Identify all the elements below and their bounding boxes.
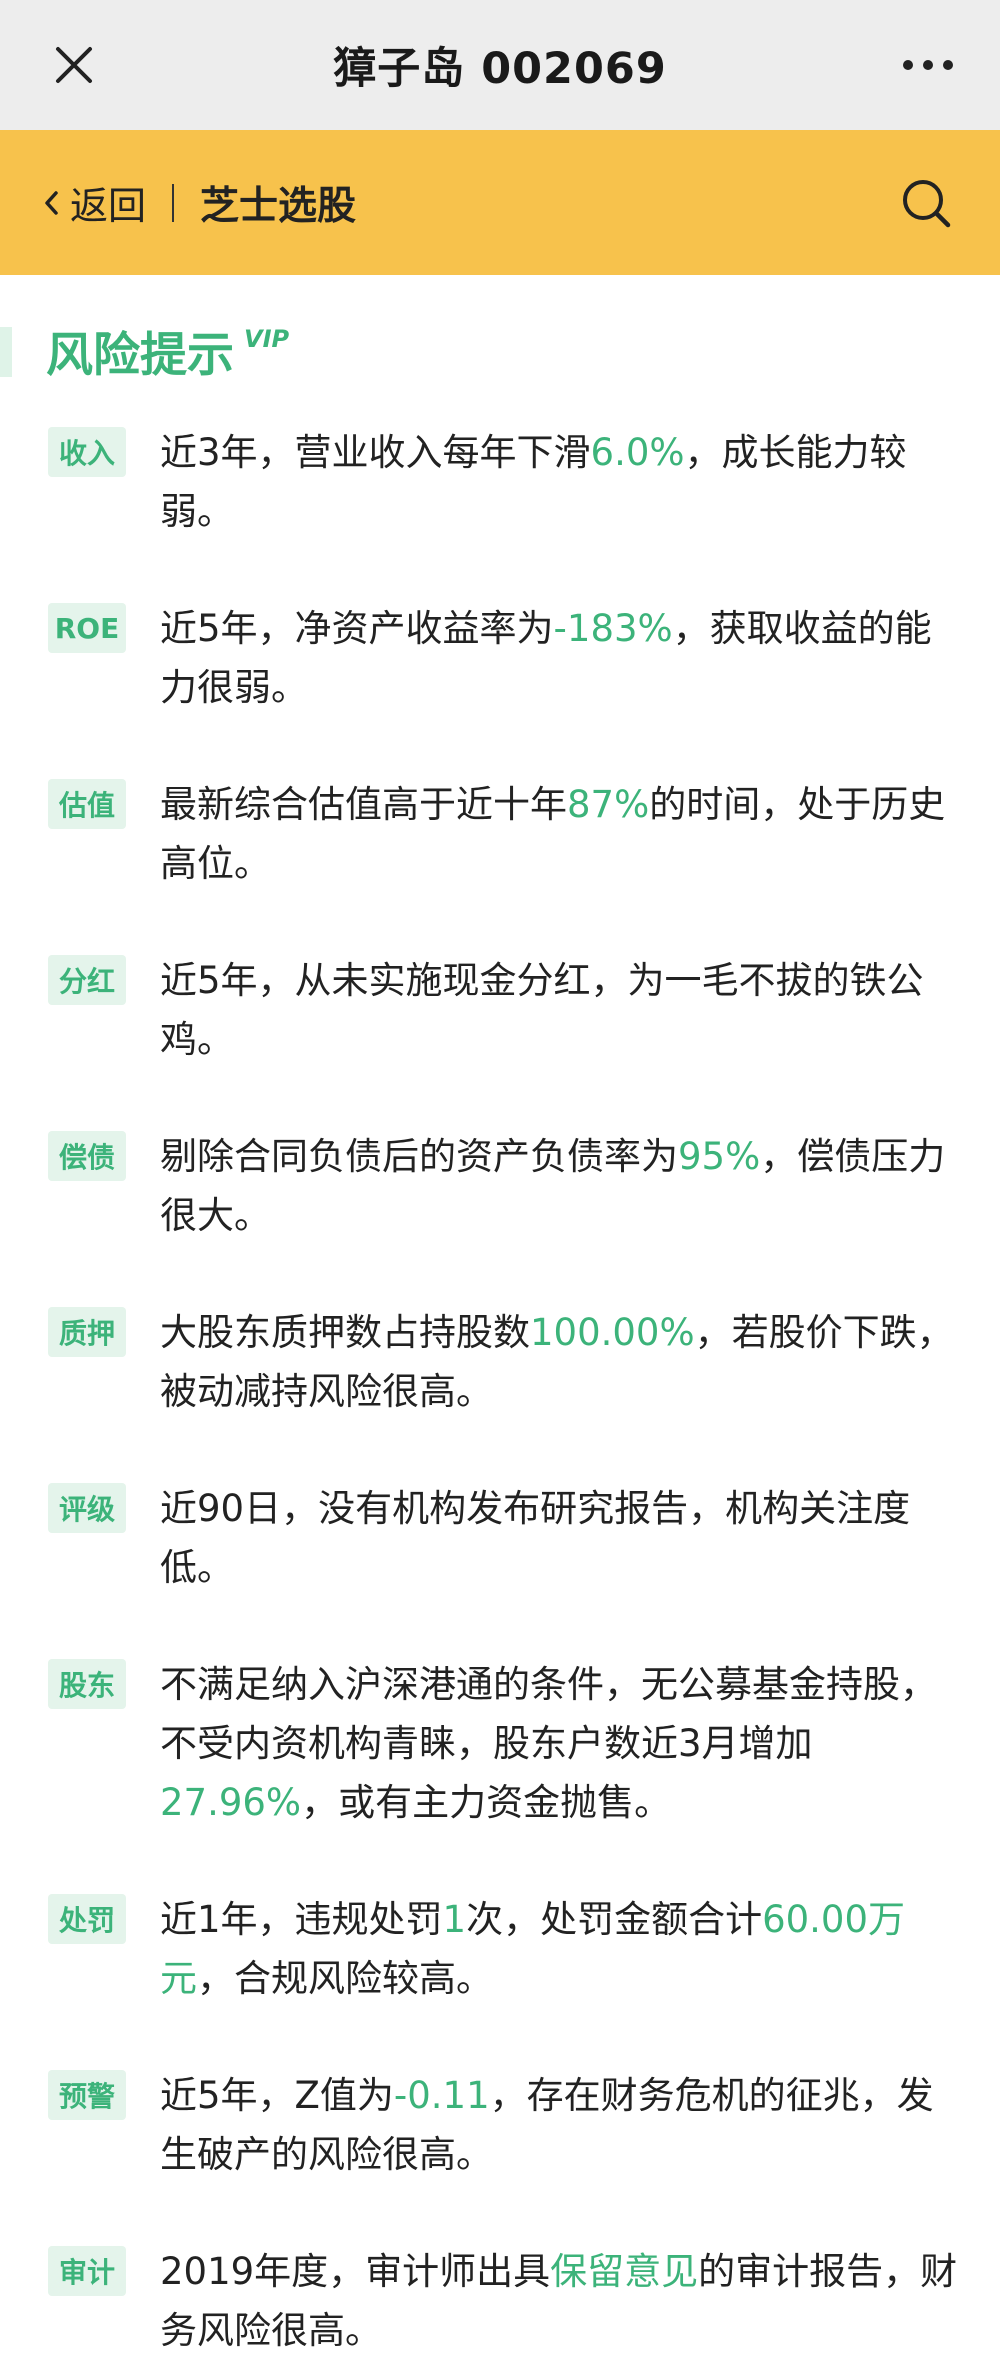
risk-text: 近90日，没有机构发布研究报告，机构关注度低。 xyxy=(160,1479,960,1597)
risk-tag: 股东 xyxy=(48,1659,126,1709)
text-segment: 大股东质押数占持股数 xyxy=(160,1311,530,1354)
text-segment: ，合规风险较高。 xyxy=(197,1957,493,2000)
section-title: 风险提示 xyxy=(46,327,234,383)
risk-text: 2019年度，审计师出具保留意见的审计报告，财务风险很高。 xyxy=(160,2242,960,2360)
highlight-value: 60.00万元 xyxy=(160,1898,906,2000)
text-segment: 近5年，从未实施现金分红，为一毛不拔的铁公鸡。 xyxy=(160,959,924,1061)
risk-tag: ROE xyxy=(48,603,126,653)
highlight-value: -0.11 xyxy=(393,2074,490,2117)
risk-text: 最新综合估值高于近十年87%的时间，处于历史高位。 xyxy=(160,775,960,893)
risk-tag: 质押 xyxy=(48,1307,126,1357)
risk-text: 大股东质押数占持股数100.00%，若股价下跌，被动减持风险很高。 xyxy=(160,1303,960,1421)
close-icon[interactable] xyxy=(50,41,98,89)
risk-tag: 偿债 xyxy=(48,1131,126,1181)
text-segment: 2019年度，审计师出具 xyxy=(160,2250,551,2293)
risk-text: 近5年，从未实施现金分红，为一毛不拔的铁公鸡。 xyxy=(160,951,960,1069)
text-segment: 近90日，没有机构发布研究报告，机构关注度低。 xyxy=(160,1487,911,1589)
text-segment: 近5年，Z值为 xyxy=(160,2074,394,2117)
chevron-left-icon xyxy=(45,190,58,215)
risk-item: 预警 近5年，Z值为-0.11，存在财务危机的征兆，发生破产的风险很高。 xyxy=(0,2066,1000,2184)
risk-tag: 处罚 xyxy=(48,1894,126,1944)
text-segment: ，偿债压力很大。 xyxy=(160,1135,946,1237)
risk-text: 近3年，营业收入每年下滑6.0%，成长能力较弱。 xyxy=(160,423,960,541)
navbar-divider xyxy=(172,183,175,222)
text-segment: 不满足纳入沪深港通的条件，无公募基金持股，不受内资机构青睐，股东户数近3月增加 xyxy=(160,1663,937,1765)
risk-item: 审计 2019年度，审计师出具保留意见的审计报告，财务风险很高。 xyxy=(0,2242,1000,2360)
risk-text: 剔除合同负债后的资产负债率为95%，偿债压力很大。 xyxy=(160,1127,960,1245)
navbar: 返回 芝士选股 xyxy=(0,130,1000,275)
text-segment: 的时间，处于历史高位。 xyxy=(160,783,946,885)
more-icon[interactable] xyxy=(900,55,956,75)
risk-section-header: 风险提示 VIP xyxy=(0,315,1000,385)
highlight-value: -183% xyxy=(553,607,673,650)
risk-item: ROE 近5年，净资产收益率为-183%，获取收益的能力很弱。 xyxy=(0,599,1000,717)
risk-item: 评级 近90日，没有机构发布研究报告，机构关注度低。 xyxy=(0,1479,1000,1597)
risk-item: 分红 近5年，从未实施现金分红，为一毛不拔的铁公鸡。 xyxy=(0,951,1000,1069)
text-segment: 近1年，违规处罚 xyxy=(160,1898,443,1941)
text-segment: 最新综合估值高于近十年 xyxy=(160,783,567,826)
text-segment: 次，处罚金额合计 xyxy=(466,1898,763,1941)
highlight-value: 95% xyxy=(678,1135,761,1178)
risk-text: 近5年，净资产收益率为-183%，获取收益的能力很弱。 xyxy=(160,599,960,717)
risk-tag: 分红 xyxy=(48,955,126,1005)
highlight-value: 6.0% xyxy=(590,431,685,474)
window-title: 獐子岛 002069 xyxy=(333,44,667,94)
risk-text: 近1年，违规处罚1次，处罚金额合计60.00万元，合规风险较高。 xyxy=(160,1890,960,2008)
risk-item: 处罚 近1年，违规处罚1次，处罚金额合计60.00万元，合规风险较高。 xyxy=(0,1890,1000,2008)
text-segment: 近3年，营业收入每年下滑 xyxy=(160,431,591,474)
risk-text: 近5年，Z值为-0.11，存在财务危机的征兆，发生破产的风险很高。 xyxy=(160,2066,960,2184)
text-segment: ，若股价下跌，被动减持风险很高。 xyxy=(160,1311,954,1413)
text-segment: ，或有主力资金抛售。 xyxy=(301,1781,672,1824)
risk-tag: 评级 xyxy=(48,1483,126,1533)
highlight-value: 27.96% xyxy=(160,1781,302,1824)
text-segment: ，成长能力较弱。 xyxy=(160,431,907,533)
risk-item: 质押 大股东质押数占持股数100.00%，若股价下跌，被动减持风险很高。 xyxy=(0,1303,1000,1421)
text-segment: 近5年，净资产收益率为 xyxy=(160,607,554,650)
highlight-value: 87% xyxy=(567,783,650,826)
risk-tag: 预警 xyxy=(48,2070,126,2120)
text-segment: ，存在财务危机的征兆，发生破产的风险很高。 xyxy=(160,2074,934,2176)
highlight-value: 1 xyxy=(442,1898,467,1941)
brand-title: 芝士选股 xyxy=(200,183,357,229)
highlight-value: 100.00% xyxy=(530,1311,695,1354)
risk-tag: 收入 xyxy=(48,427,126,477)
highlight-value: 保留意见 xyxy=(550,2250,699,2293)
section-accent-bar xyxy=(0,327,12,377)
text-segment: 剔除合同负债后的资产负债率为 xyxy=(160,1135,678,1178)
risk-text: 不满足纳入沪深港通的条件，无公募基金持股，不受内资机构青睐，股东户数近3月增加 2… xyxy=(160,1655,960,1832)
risk-item: 股东 不满足纳入沪深港通的条件，无公募基金持股，不受内资机构青睐，股东户数近3月增… xyxy=(0,1655,1000,1832)
text-segment: ，获取收益的能力很弱。 xyxy=(160,607,932,709)
risk-item: 偿债 剔除合同负债后的资产负债率为95%，偿债压力很大。 xyxy=(0,1127,1000,1245)
risk-tag: 审计 xyxy=(48,2246,126,2296)
back-button[interactable]: 返回 xyxy=(42,175,146,230)
risk-item: 估值 最新综合估值高于近十年87%的时间，处于历史高位。 xyxy=(0,775,1000,893)
risk-tag: 估值 xyxy=(48,779,126,829)
back-label: 返回 xyxy=(70,184,147,228)
risk-list: 收入 近3年，营业收入每年下滑6.0%，成长能力较弱。 ROE 近5年，净资产收益率为… xyxy=(0,423,1000,2360)
risk-item: 收入 近3年，营业收入每年下滑6.0%，成长能力较弱。 xyxy=(0,423,1000,541)
window-titlebar: 獐子岛 002069 xyxy=(0,0,1000,130)
vip-badge: VIP xyxy=(244,325,290,353)
search-icon[interactable] xyxy=(898,175,954,231)
